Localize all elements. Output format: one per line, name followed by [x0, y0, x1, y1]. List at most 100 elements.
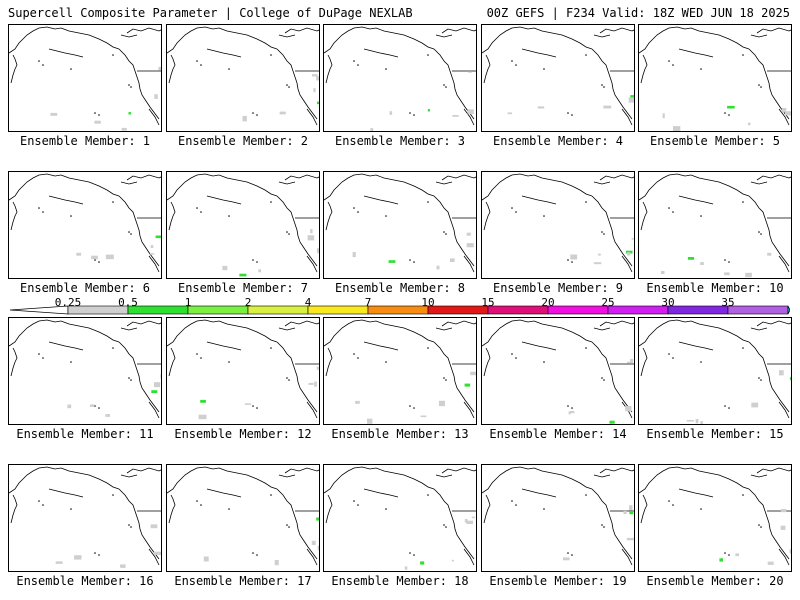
island-dot	[601, 231, 603, 233]
ensemble-member-map	[481, 171, 635, 279]
island-dot	[357, 211, 359, 213]
island-dot	[98, 114, 100, 116]
island-dot	[228, 361, 230, 363]
coastline-path	[296, 82, 318, 120]
ensemble-member-map	[323, 24, 477, 132]
island-dot	[385, 508, 387, 510]
ensemble-member-map	[323, 317, 477, 425]
coastline-path	[10, 347, 18, 377]
island-dot	[724, 405, 726, 407]
parameter-shading	[200, 399, 206, 403]
coastline-path	[10, 201, 18, 231]
coastline-path	[120, 34, 138, 38]
coastline-path	[284, 27, 319, 34]
island-dot	[672, 357, 674, 359]
island-dot	[256, 407, 258, 409]
coastline-path	[521, 341, 557, 351]
island-dot	[668, 353, 670, 355]
island-dot	[728, 554, 730, 556]
coastline-path	[640, 54, 648, 84]
island-dot	[98, 554, 100, 556]
island-dot	[603, 86, 605, 88]
island-dot	[668, 500, 670, 502]
coastline-path	[778, 255, 790, 273]
parameter-shading	[623, 510, 627, 514]
coastline-path	[441, 27, 476, 34]
parameter-shading	[673, 126, 681, 131]
island-dot	[353, 353, 355, 355]
island-dot	[700, 68, 702, 70]
island-dot	[385, 361, 387, 363]
ensemble-member-label: Ensemble Member: 13	[331, 427, 469, 441]
parameter-shading	[307, 235, 315, 241]
island-dot	[38, 353, 40, 355]
parameter-shading	[570, 254, 578, 260]
island-dot	[70, 361, 72, 363]
parameter-shading	[74, 555, 82, 560]
colorbar-tick-label: 0.5	[118, 296, 138, 309]
coastline-path	[120, 327, 138, 331]
parameter-shading	[789, 549, 791, 554]
parameter-shading	[563, 557, 570, 561]
coastline-path	[453, 82, 475, 120]
ensemble-member-map	[323, 171, 477, 279]
coastline-path	[593, 474, 611, 478]
parameter-shading	[316, 248, 319, 254]
coastline-path	[593, 34, 611, 38]
parameter-shading	[352, 252, 356, 258]
coastline-path	[611, 229, 633, 267]
coastline-path	[435, 181, 453, 185]
island-dot	[511, 500, 513, 502]
coastline-path	[10, 494, 18, 524]
island-dot	[603, 526, 605, 528]
coastline-path	[690, 174, 750, 197]
coastline-path	[148, 548, 160, 566]
ensemble-member-label: Ensemble Member: 9	[492, 281, 624, 295]
island-dot	[98, 261, 100, 263]
island-dot	[130, 233, 132, 235]
parameter-shading	[629, 505, 633, 511]
parameter-shading	[466, 232, 471, 236]
coastline-path	[218, 320, 278, 343]
ensemble-member-label: Ensemble Member: 20	[646, 574, 784, 588]
island-dot	[567, 259, 569, 261]
ensemble-member-map	[481, 464, 635, 572]
coastline-path	[306, 401, 318, 419]
island-dot	[94, 112, 96, 114]
coastline-path	[483, 494, 491, 524]
coastline-map	[324, 173, 476, 273]
coastline-path	[435, 474, 453, 478]
coastline-path	[324, 319, 377, 347]
island-dot	[742, 494, 744, 496]
parameter-shading	[751, 402, 759, 408]
island-dot	[427, 201, 429, 203]
parameter-shading	[355, 400, 360, 404]
colorbar-tick-label: 20	[541, 296, 555, 309]
coastline-path	[453, 522, 475, 560]
ensemble-member-map	[166, 24, 320, 132]
coastline-path	[599, 27, 634, 34]
map-title: Supercell Composite Parameter | College …	[8, 6, 413, 20]
ensemble-member-label: Ensemble Member: 19	[489, 574, 627, 588]
parameter-shading	[789, 377, 791, 381]
coastline-path	[48, 48, 84, 58]
island-dot	[128, 84, 130, 86]
island-dot	[357, 64, 359, 66]
coastline-path	[483, 347, 491, 377]
coastline-path	[482, 319, 535, 347]
coastline-path	[168, 201, 176, 231]
coastline-path	[441, 320, 476, 327]
coastline-path	[778, 548, 790, 566]
coastline-path	[611, 82, 633, 120]
island-dot	[445, 86, 447, 88]
parameter-shading	[160, 374, 161, 379]
coastline-path	[218, 27, 278, 50]
coastline-path	[375, 320, 435, 343]
coastline-map	[324, 26, 476, 131]
coastline-path	[138, 229, 160, 267]
coastline-path	[48, 195, 84, 205]
parameter-shading	[464, 519, 468, 523]
coastline-path	[120, 181, 138, 185]
coastline-path	[118, 488, 140, 524]
parameter-shading	[310, 229, 313, 234]
